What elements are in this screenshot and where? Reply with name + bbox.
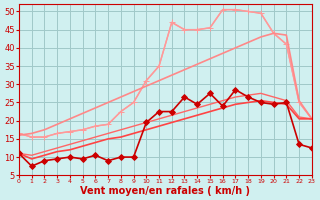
X-axis label: Vent moyen/en rafales ( km/h ): Vent moyen/en rafales ( km/h ) bbox=[80, 186, 250, 196]
